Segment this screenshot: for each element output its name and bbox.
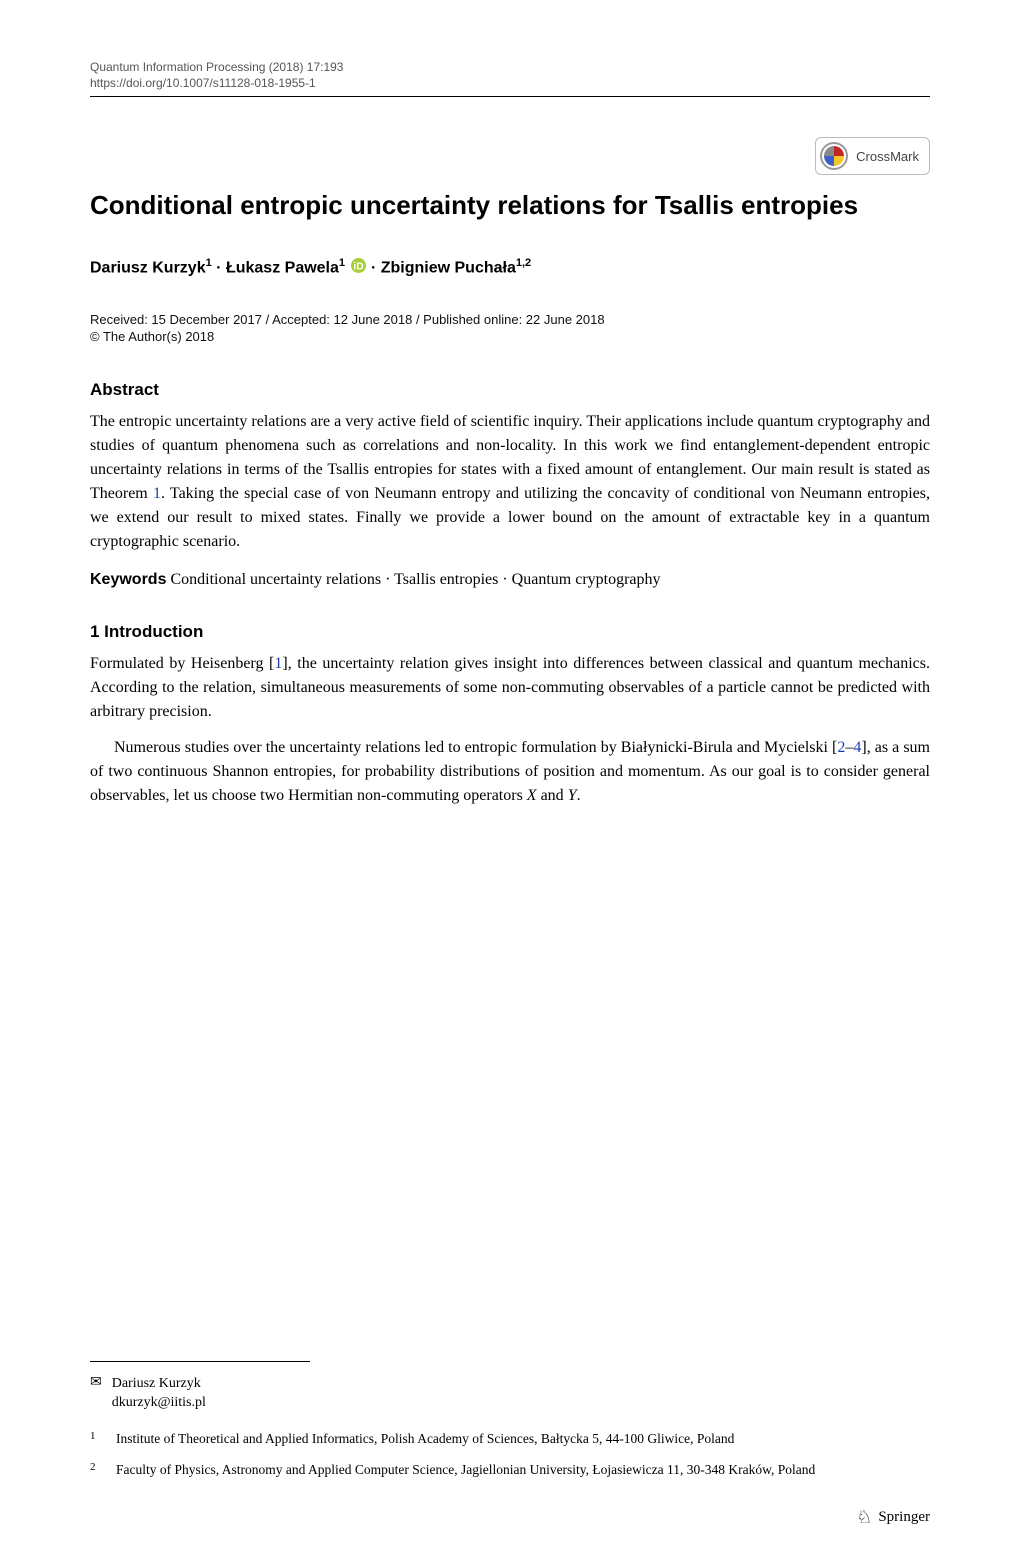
affiliation-1: 1 Institute of Theoretical and Applied I… xyxy=(90,1429,930,1449)
p2-and: and xyxy=(537,787,568,804)
author-2-affil: 1 xyxy=(339,257,345,269)
corresponding-author: ✉ Dariusz Kurzyk dkurzyk@iitis.pl xyxy=(90,1374,930,1413)
keyword-3: Quantum cryptography xyxy=(512,571,661,588)
affil-2-text: Faculty of Physics, Astronomy and Applie… xyxy=(116,1460,815,1480)
author-1: Dariusz Kurzyk xyxy=(90,259,206,276)
author-1-affil: 1 xyxy=(206,257,212,269)
abstract-text: The entropic uncertainty relations are a… xyxy=(90,410,930,554)
keywords-label: Keywords xyxy=(90,571,166,588)
affil-2-num: 2 xyxy=(90,1462,100,1473)
doi-link[interactable]: https://doi.org/10.1007/s11128-018-1955-… xyxy=(90,76,316,90)
intro-paragraph-2: Numerous studies over the uncertainty re… xyxy=(90,736,930,808)
publisher-brand: ♘ Springer xyxy=(856,1507,930,1528)
footnote-rule xyxy=(90,1361,310,1362)
crossmark-icon xyxy=(820,142,848,170)
theorem-ref-link[interactable]: 1 xyxy=(153,485,161,502)
author-3-affil: 1,2 xyxy=(516,257,531,269)
top-rule xyxy=(90,96,930,97)
author-sep: · xyxy=(216,259,226,276)
keywords-line: Keywords Conditional uncertainty relatio… xyxy=(90,568,930,592)
springer-horse-icon: ♘ xyxy=(856,1507,872,1528)
author-2: Łukasz Pawela xyxy=(226,259,339,276)
crossmark-badge[interactable]: CrossMark xyxy=(815,137,930,175)
operator-y: Y xyxy=(568,787,577,804)
p2-end: . xyxy=(577,787,581,804)
copyright-line: © The Author(s) 2018 xyxy=(90,329,930,344)
corresponding-name: Dariusz Kurzyk xyxy=(112,1374,206,1394)
author-3: Zbigniew Puchała xyxy=(381,259,516,276)
operator-x: X xyxy=(527,787,537,804)
affil-1-num: 1 xyxy=(90,1431,100,1442)
keyword-2: Tsallis entropies xyxy=(394,571,498,588)
journal-issue: Quantum Information Processing (2018) 17… xyxy=(90,60,343,74)
corresponding-email[interactable]: dkurzyk@iitis.pl xyxy=(112,1393,206,1413)
keyword-sep: · xyxy=(498,571,511,588)
p2-part-a: Numerous studies over the uncertainty re… xyxy=(114,739,837,756)
crossmark-label: CrossMark xyxy=(856,149,919,164)
keyword-sep: · xyxy=(381,571,394,588)
mail-icon: ✉ xyxy=(90,1376,102,1390)
abstract-heading: Abstract xyxy=(90,380,930,400)
author-sep: · xyxy=(371,259,381,276)
paper-title: Conditional entropic uncertainty relatio… xyxy=(90,189,930,223)
orcid-icon[interactable]: iD xyxy=(351,258,366,278)
publication-dates: Received: 15 December 2017 / Accepted: 1… xyxy=(90,312,930,327)
affil-1-text: Institute of Theoretical and Applied Inf… xyxy=(116,1429,734,1449)
section-1-heading: 1 Introduction xyxy=(90,622,930,642)
intro-paragraph-1: Formulated by Heisenberg [1], the uncert… xyxy=(90,652,930,724)
affiliation-2: 2 Faculty of Physics, Astronomy and Appl… xyxy=(90,1460,930,1480)
p1-part-a: Formulated by Heisenberg [ xyxy=(90,655,274,672)
svg-text:iD: iD xyxy=(354,261,364,272)
footnotes-block: ✉ Dariusz Kurzyk dkurzyk@iitis.pl 1 Inst… xyxy=(90,1361,930,1492)
publisher-name: Springer xyxy=(878,1509,930,1526)
abstract-part-2: . Taking the special case of von Neumann… xyxy=(90,485,930,550)
author-list: Dariusz Kurzyk1 · Łukasz Pawela1 iD · Zb… xyxy=(90,257,930,278)
keyword-1: Conditional uncertainty relations xyxy=(170,571,381,588)
